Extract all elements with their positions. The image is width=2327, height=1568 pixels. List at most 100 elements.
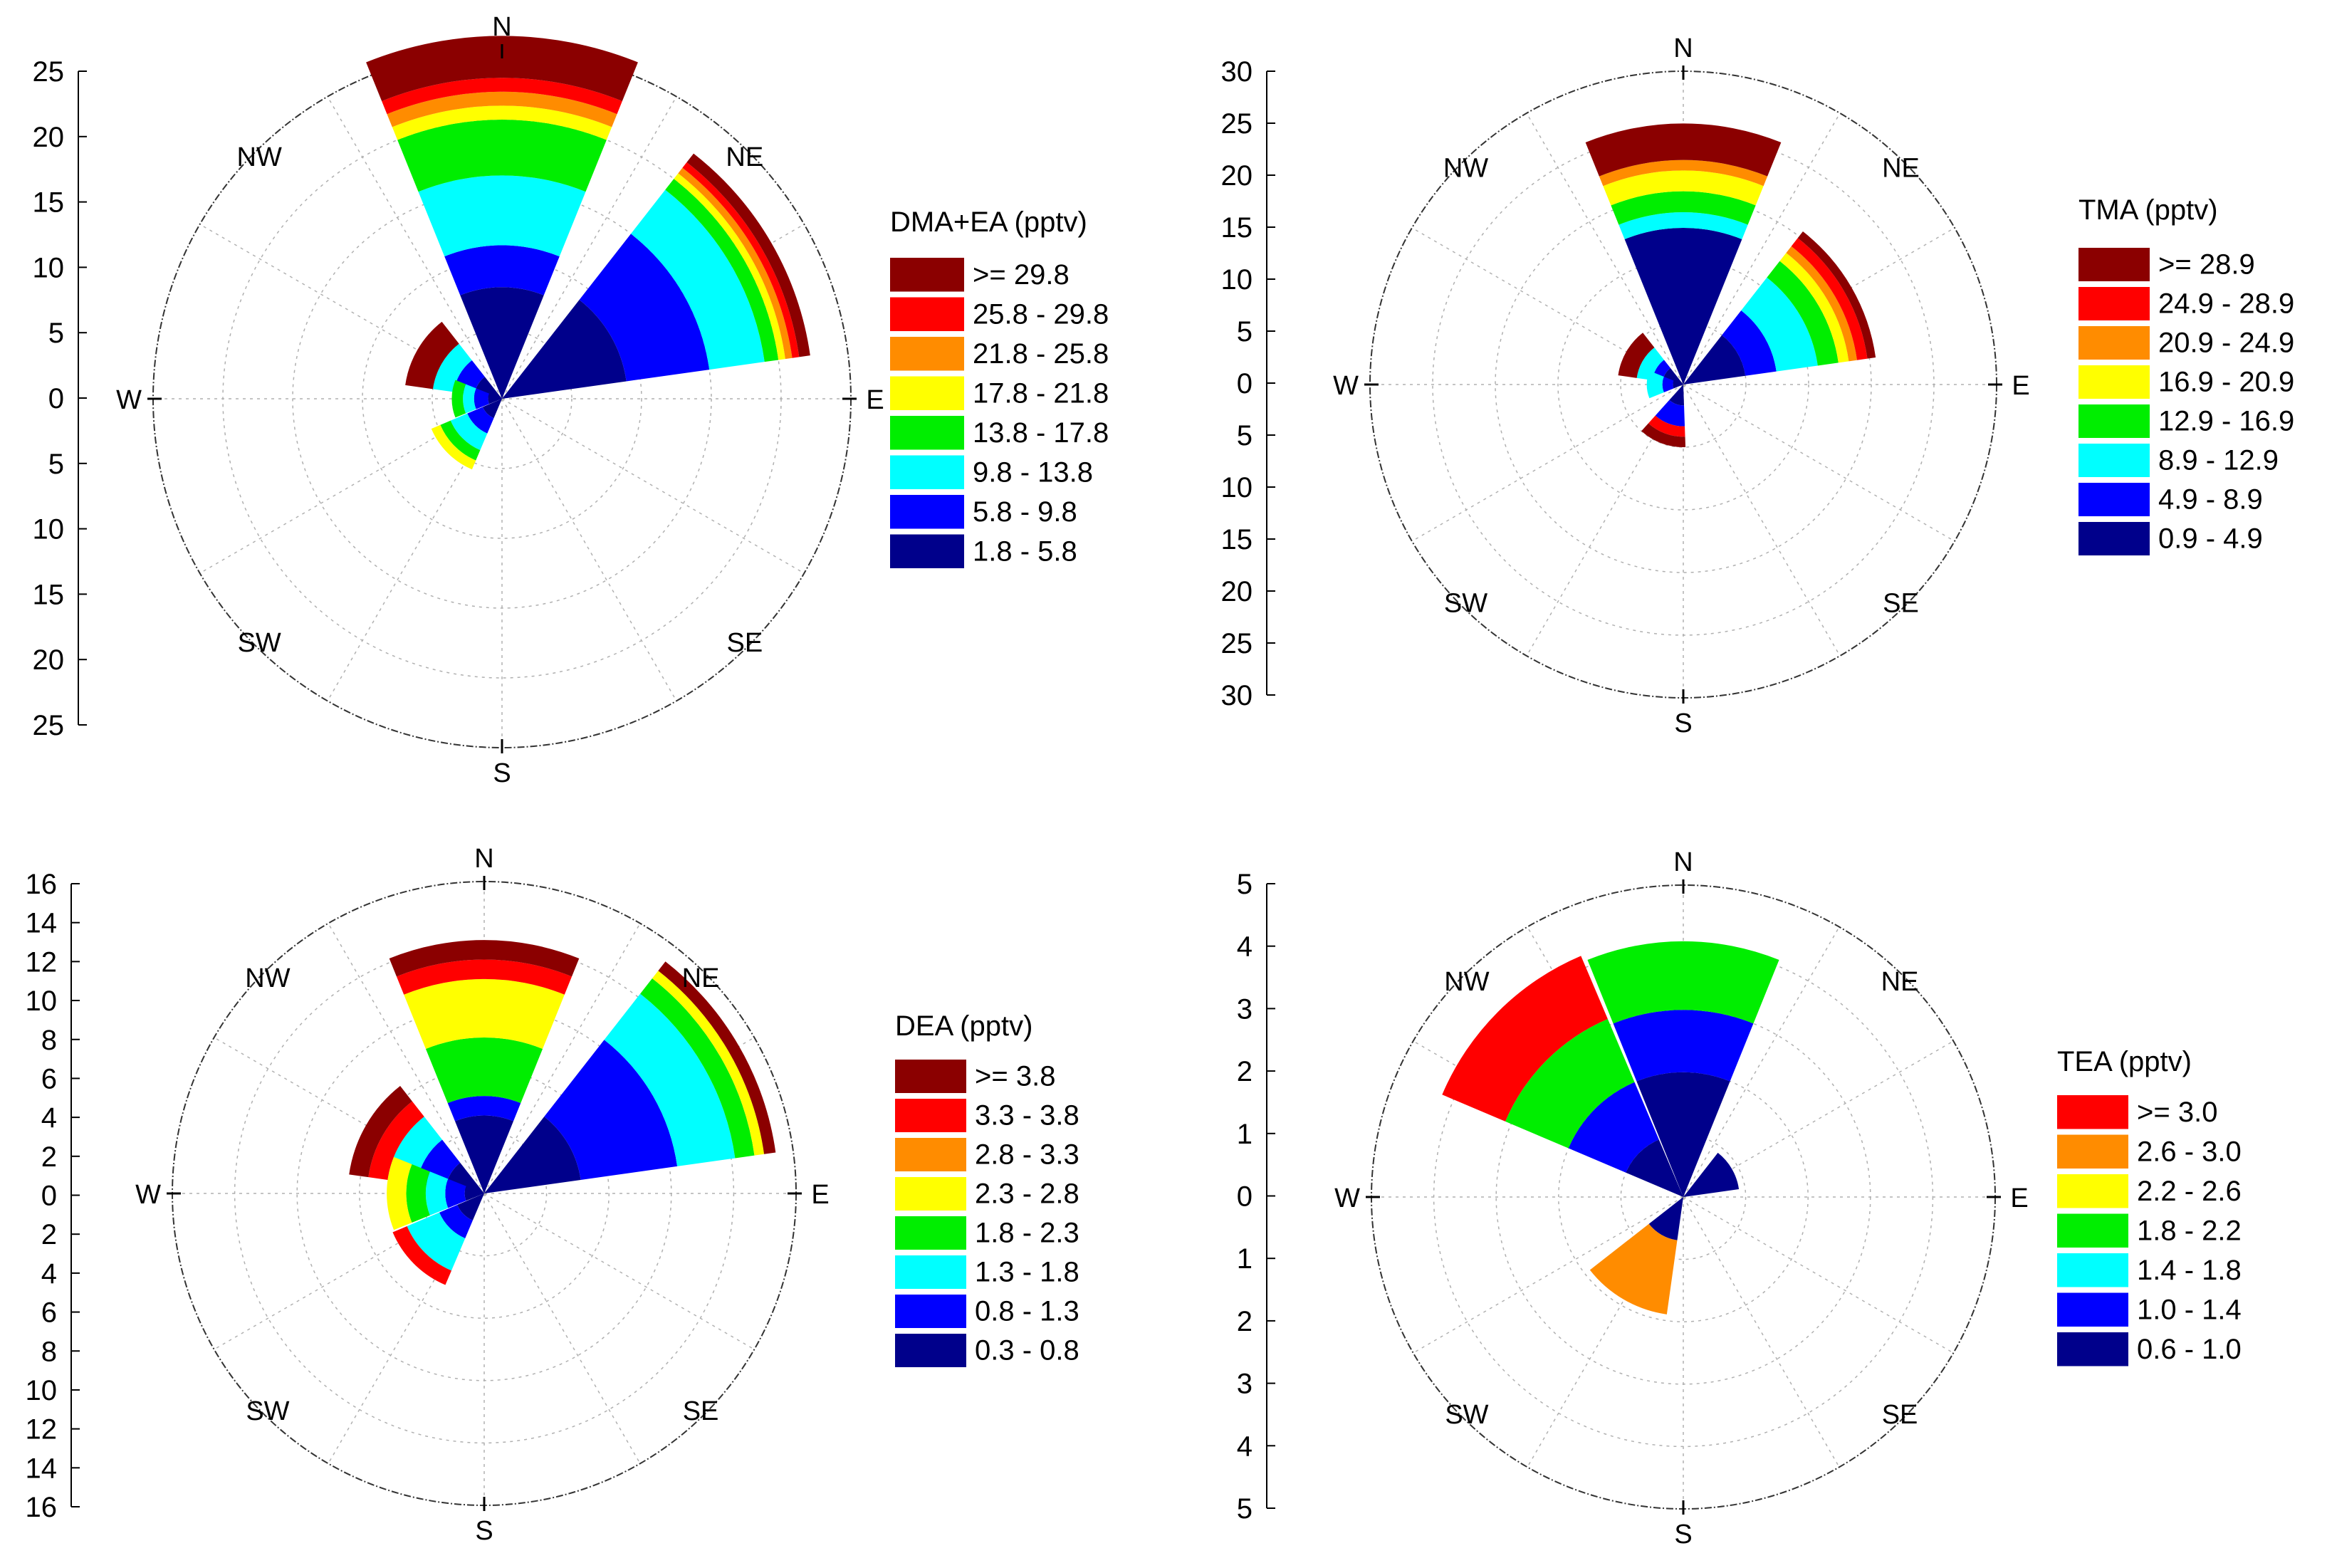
legend: DEA (pptv) >= 3.8 3.3 - 3.8 2.8 - 3.3 2.3 - … bbox=[895, 1010, 1079, 1367]
grid-spoke bbox=[483, 923, 641, 1194]
sector-segment bbox=[392, 1225, 452, 1285]
axis-tick-label: 10 bbox=[1221, 264, 1253, 296]
axis-tick-label: 25 bbox=[33, 710, 65, 741]
axis-tick-label: 8 bbox=[41, 1025, 57, 1056]
axis-tick-label: 15 bbox=[1221, 212, 1253, 244]
sector-segment bbox=[425, 1038, 543, 1104]
windrose-panel-tma: N NE E SE S SW W NW 30 25 20 15 10 5 0 5 10 15 20 25 30 TMA (… bbox=[1221, 33, 2295, 738]
grid-spoke bbox=[1683, 1196, 1954, 1354]
sector-segment bbox=[431, 424, 476, 470]
axis-tick-label: 30 bbox=[1221, 56, 1253, 88]
legend-swatch bbox=[2078, 287, 2150, 320]
grid-spoke bbox=[1526, 113, 1684, 385]
axis-tick-label: 2 bbox=[1237, 1306, 1253, 1337]
legend-swatch bbox=[895, 1216, 966, 1250]
sector-segment bbox=[407, 1212, 466, 1271]
sector-segment bbox=[1655, 399, 1685, 427]
axis-tick-label: 15 bbox=[33, 579, 65, 610]
sector-segment bbox=[1505, 1019, 1635, 1149]
windrose-panel-tea: N NE E SE S SW W NW 5 4 3 2 1 0 1 2 3 4 5 TEA (pptv) >= 3.0 2… bbox=[1237, 847, 2242, 1549]
legend-title: TMA (pptv) bbox=[2078, 194, 2218, 226]
sector-segment bbox=[1599, 160, 1768, 187]
direction-label-e: E bbox=[811, 1180, 829, 1210]
sectors bbox=[1585, 123, 1876, 448]
axis-tick-label: 10 bbox=[26, 986, 58, 1017]
legend-swatch bbox=[2078, 404, 2150, 438]
sector-segment bbox=[445, 1178, 466, 1208]
legend-label: 8.9 - 12.9 bbox=[2158, 445, 2279, 476]
legend-swatch bbox=[895, 1255, 966, 1289]
grid-spoke bbox=[1683, 926, 1840, 1198]
sector-segment bbox=[1589, 1223, 1678, 1314]
axis-tick-label: 4 bbox=[1237, 931, 1253, 963]
direction-label-sw: SW bbox=[1445, 1400, 1488, 1430]
legend-label: 16.9 - 20.9 bbox=[2158, 367, 2294, 398]
axis-tick-label: 6 bbox=[41, 1063, 57, 1094]
legend-swatch bbox=[2057, 1292, 2128, 1327]
sector-segment bbox=[1619, 212, 1748, 240]
radial-scale-axis: 16 14 12 10 8 6 4 2 0 2 4 6 8 10 12 14 16 bbox=[26, 869, 80, 1523]
legend-label: 17.8 - 21.8 bbox=[973, 377, 1109, 409]
legend-label: 0.6 - 1.0 bbox=[2137, 1334, 2242, 1365]
grid-spoke bbox=[1683, 384, 1955, 542]
axis-tick-label: 2 bbox=[41, 1219, 57, 1250]
axis-tick-label: 4 bbox=[1237, 1431, 1253, 1462]
sector-segment bbox=[1641, 423, 1686, 448]
sector-segment bbox=[454, 1115, 514, 1193]
axis-tick-label: 20 bbox=[1221, 576, 1253, 607]
sector-segment bbox=[432, 343, 472, 392]
sector-segment bbox=[1673, 380, 1683, 389]
legend-label: 1.3 - 1.8 bbox=[975, 1257, 1079, 1288]
sector-segment bbox=[658, 961, 776, 1154]
grid-spoke bbox=[483, 1193, 641, 1464]
legend: TMA (pptv) >= 28.9 24.9 - 28.9 20.9 - 24.9 1… bbox=[2078, 194, 2294, 555]
direction-label-e: E bbox=[866, 385, 884, 415]
legend-label: 2.3 - 2.8 bbox=[975, 1178, 1079, 1210]
legend-swatch bbox=[2078, 365, 2150, 399]
direction-label-se: SE bbox=[683, 1396, 719, 1426]
axis-tick-label: 20 bbox=[1221, 160, 1253, 192]
grid-spoke bbox=[483, 1193, 755, 1350]
sectors bbox=[366, 36, 810, 470]
sector-segment bbox=[450, 413, 488, 451]
sector-segment bbox=[488, 393, 502, 404]
sector-segment bbox=[460, 287, 544, 399]
legend-swatch bbox=[2057, 1134, 2128, 1169]
sector-segment bbox=[1585, 123, 1782, 177]
direction-label-nw: NW bbox=[237, 142, 282, 172]
legend-label: 1.4 - 1.8 bbox=[2137, 1255, 2242, 1286]
direction-label-n: N bbox=[474, 844, 493, 874]
sector-segment bbox=[396, 959, 572, 995]
sector-segment bbox=[1568, 1082, 1659, 1173]
axis-tick-label: 3 bbox=[1237, 993, 1253, 1025]
legend-swatch bbox=[895, 1138, 966, 1171]
legend-swatch bbox=[890, 455, 964, 489]
axis-tick-label: 16 bbox=[26, 869, 58, 900]
direction-label-sw: SW bbox=[246, 1396, 289, 1426]
sector-segment bbox=[451, 380, 466, 418]
grid-spoke bbox=[501, 398, 677, 701]
legend-label: 1.0 - 1.4 bbox=[2137, 1294, 2242, 1325]
sector-segment bbox=[425, 1171, 449, 1216]
legend-title: TEA (pptv) bbox=[2057, 1046, 2192, 1077]
legend-label: 1.8 - 2.3 bbox=[975, 1218, 1079, 1249]
sector-segment bbox=[1741, 277, 1818, 372]
direction-label-sw: SW bbox=[1444, 588, 1487, 618]
grid-spoke bbox=[501, 398, 805, 574]
direction-label-se: SE bbox=[1883, 588, 1919, 618]
legend-label: 2.6 - 3.0 bbox=[2137, 1136, 2242, 1167]
axis-tick-label: 12 bbox=[26, 1414, 58, 1446]
direction-label-w: W bbox=[1334, 1183, 1360, 1213]
legend-label: 5.8 - 9.8 bbox=[973, 496, 1077, 528]
direction-label-se: SE bbox=[726, 628, 763, 658]
axis-tick-label: 10 bbox=[26, 1375, 58, 1406]
legend-swatch bbox=[890, 534, 964, 568]
direction-label-n: N bbox=[1673, 847, 1693, 877]
sector-segment bbox=[440, 420, 481, 461]
direction-label-s: S bbox=[1674, 709, 1692, 738]
direction-label-sw: SW bbox=[238, 628, 281, 658]
grid-circle bbox=[1557, 258, 1809, 511]
sector-segment bbox=[405, 321, 459, 390]
legend-label: >= 3.0 bbox=[2137, 1097, 2217, 1128]
grid-spoke bbox=[1683, 113, 1841, 385]
